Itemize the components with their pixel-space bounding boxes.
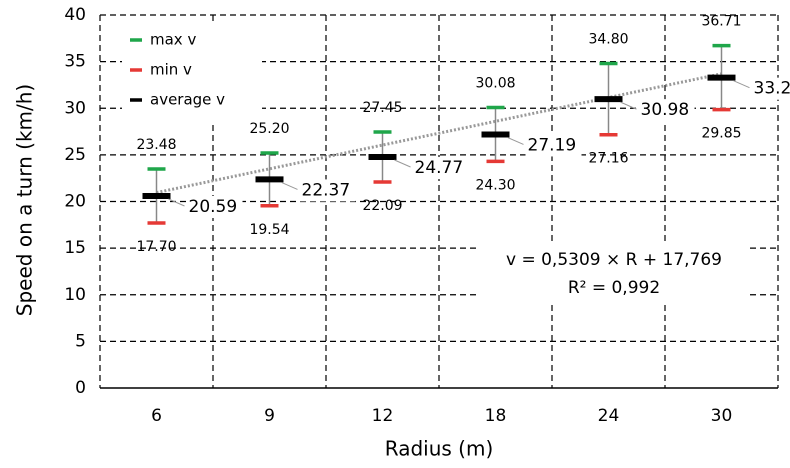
label-bg <box>186 195 243 218</box>
data-label: 24.77 <box>415 158 464 178</box>
data-label: 36.71 <box>701 14 741 30</box>
data-label: 20.59 <box>189 197 238 217</box>
x-axis-title: Radius (m) <box>385 437 494 461</box>
data-label: 30.08 <box>475 76 515 92</box>
label-bg <box>412 157 469 180</box>
y-tick-label: 30 <box>64 98 86 118</box>
y-tick-label: 20 <box>64 192 86 212</box>
x-tick-label: 12 <box>372 406 394 426</box>
data-label: 29.85 <box>701 126 741 142</box>
x-tick-label: 30 <box>711 406 733 426</box>
y-tick-label: 5 <box>75 331 86 351</box>
label-bg <box>525 134 582 157</box>
leader-line <box>507 136 524 145</box>
data-label: 34.80 <box>588 31 628 47</box>
y-axis-title: Speed on a turn (km/h) <box>13 84 37 316</box>
data-label: 24.30 <box>475 177 515 193</box>
legend-label: min v <box>150 61 192 79</box>
label-bg <box>299 179 356 202</box>
leader-line <box>620 101 637 110</box>
label-bg <box>638 99 695 122</box>
leader-line <box>394 159 411 168</box>
leader-line <box>168 198 185 207</box>
data-label: 27.16 <box>588 151 628 167</box>
x-tick-label: 18 <box>485 406 507 426</box>
data-label: 17.70 <box>136 239 176 255</box>
trendline <box>156 72 722 195</box>
data-label: 22.37 <box>302 180 351 200</box>
x-tick-label: 24 <box>598 406 620 426</box>
y-tick-label: 40 <box>64 5 86 25</box>
legend-bg <box>122 22 262 122</box>
y-tick-label: 25 <box>64 145 86 165</box>
y-tick-label: 10 <box>64 285 86 305</box>
data-label: 22.09 <box>362 198 402 214</box>
leader-line <box>281 181 298 190</box>
equation-bg <box>480 244 748 302</box>
data-label: 30.98 <box>641 100 690 120</box>
label-bg <box>751 77 790 100</box>
data-label: 19.54 <box>249 222 289 238</box>
x-tick-label: 6 <box>151 406 162 426</box>
data-label: 27.45 <box>362 100 402 116</box>
data-label: 27.19 <box>528 135 577 155</box>
y-tick-label: 15 <box>64 238 86 258</box>
y-tick-label: 0 <box>75 378 86 398</box>
legend-label: max v <box>150 31 196 49</box>
data-label: 25.20 <box>249 121 289 137</box>
data-label: 33.28 <box>754 79 790 99</box>
trendline-r2: R² = 0,992 <box>568 278 660 298</box>
data-label: 23.48 <box>136 137 176 153</box>
x-tick-label: 9 <box>264 406 275 426</box>
leader-line <box>733 80 750 89</box>
legend-label: average v <box>150 91 225 109</box>
y-tick-label: 35 <box>64 52 86 72</box>
trendline-equation: v = 0,5309 × R + 17,769 <box>506 250 722 270</box>
